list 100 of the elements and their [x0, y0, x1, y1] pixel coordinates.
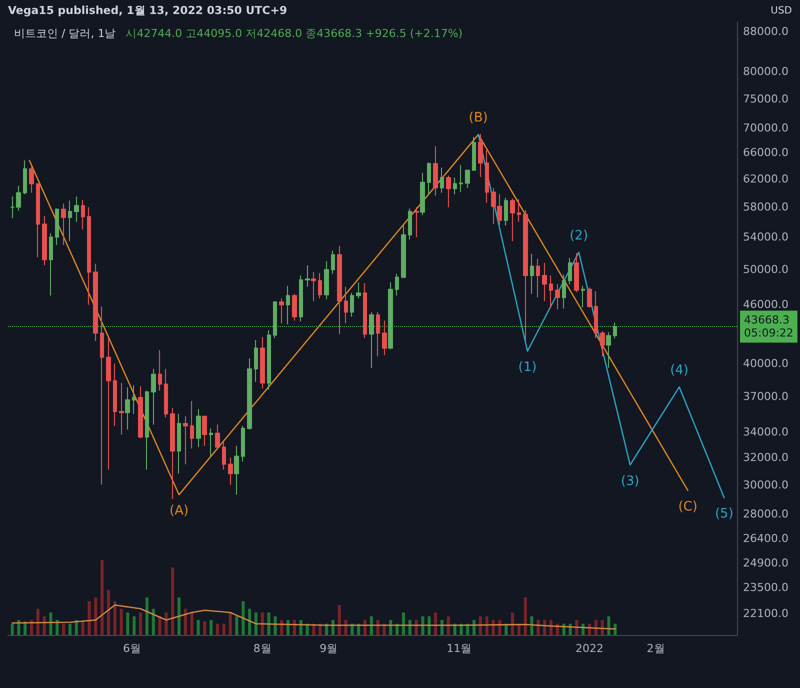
text: Vega15 published, 1월 13, 2022 03:50 UTC+9	[8, 4, 288, 17]
candlestick	[587, 287, 592, 308]
candlestick	[401, 224, 406, 279]
candlestick	[600, 330, 605, 357]
bar	[267, 612, 270, 635]
bar	[414, 620, 418, 635]
candlestick	[158, 350, 162, 392]
bar	[614, 624, 617, 635]
candlestick	[388, 282, 393, 350]
bar	[530, 616, 534, 635]
bar	[152, 608, 155, 635]
annotation: (4)	[670, 362, 688, 378]
bar	[550, 620, 553, 635]
candlestick	[241, 425, 245, 462]
bar	[421, 616, 424, 635]
text: 시42744.0 고44095.0 저42468.0 종43668.3 +926.5 (+2.17%)	[126, 27, 463, 40]
candlestick	[292, 293, 297, 322]
candlestick	[536, 258, 540, 298]
bar	[36, 608, 40, 635]
candlestick	[568, 257, 572, 285]
candlestick	[510, 198, 515, 242]
y-tick-label: 46000.0	[743, 298, 788, 312]
bar	[158, 616, 162, 635]
candlestick	[145, 390, 149, 470]
candlestick	[581, 285, 585, 308]
bar	[81, 622, 84, 635]
candlestick	[530, 253, 534, 294]
bar	[511, 612, 514, 635]
bar	[440, 620, 444, 635]
bar	[139, 612, 142, 635]
bar	[485, 616, 488, 635]
annotation: (A)	[170, 504, 189, 519]
annotation: (2)	[570, 228, 588, 244]
bar	[196, 620, 200, 635]
bar	[370, 616, 373, 635]
y-tick-label: 66000.0	[743, 146, 788, 160]
candlestick	[222, 442, 226, 470]
candlestick	[132, 384, 136, 414]
y-tick-label: 28000.0	[743, 507, 788, 520]
bar	[74, 620, 78, 635]
candlestick	[324, 260, 329, 300]
candlestick	[177, 413, 181, 474]
bar	[113, 601, 116, 635]
candlestick	[49, 232, 53, 296]
candlestick	[254, 340, 258, 382]
candlestick	[459, 164, 463, 193]
candlestick	[286, 285, 290, 325]
y-tick-label: 54000.0	[743, 230, 788, 244]
candlestick	[138, 386, 143, 439]
candlestick	[549, 275, 553, 309]
bar	[402, 612, 405, 635]
bar	[299, 620, 302, 635]
candlestick	[472, 136, 476, 172]
y-tick-label: 22100.0	[743, 606, 788, 620]
bar	[164, 612, 168, 635]
candlestick	[23, 160, 27, 195]
candlestick	[202, 416, 207, 446]
candlestick	[100, 306, 104, 486]
x-tick-label: 2022	[575, 642, 604, 655]
candlestick	[305, 264, 310, 288]
y-tick-label: 30000.0	[743, 478, 788, 492]
bar	[472, 620, 476, 635]
text: 비트코인 / 달러, 1날	[14, 27, 116, 40]
bar	[492, 620, 495, 635]
y-tick-label: 26400.0	[743, 532, 788, 546]
candlestick	[606, 332, 611, 368]
candlestick	[485, 150, 489, 204]
candlestick	[350, 292, 354, 318]
y-tick-label: 50000.0	[743, 263, 788, 276]
candlestick	[542, 262, 547, 302]
ref-line-label: 43668.3	[744, 314, 790, 327]
candlestick	[93, 263, 98, 342]
bar	[524, 598, 527, 635]
bar	[364, 620, 367, 635]
bar	[126, 612, 130, 635]
candlestick	[196, 408, 201, 448]
candlestick	[376, 312, 380, 357]
y-tick-label: 75000.0	[743, 92, 788, 106]
candlestick	[363, 282, 367, 339]
candlestick	[55, 208, 59, 246]
bar	[42, 616, 46, 635]
candlestick	[420, 172, 425, 216]
bar	[145, 598, 148, 635]
bar	[543, 620, 546, 635]
candlestick	[267, 330, 271, 390]
candlestick	[446, 175, 451, 208]
annotation: (5)	[714, 506, 734, 522]
y-tick-label: 37000.0	[743, 390, 788, 403]
y-tick-label: 24900.0	[743, 556, 788, 570]
annotation: (3)	[620, 474, 640, 489]
candlestick	[42, 215, 47, 266]
y-tick-label: 80000.0	[743, 65, 788, 78]
bar	[235, 616, 238, 635]
bar	[216, 624, 220, 635]
candlestick	[170, 407, 175, 500]
y-tick-label: 23500.0	[743, 581, 788, 594]
bar	[88, 601, 91, 635]
bar	[408, 620, 412, 635]
y-tick-label: 62000.0	[743, 172, 788, 186]
candlestick	[356, 282, 361, 299]
